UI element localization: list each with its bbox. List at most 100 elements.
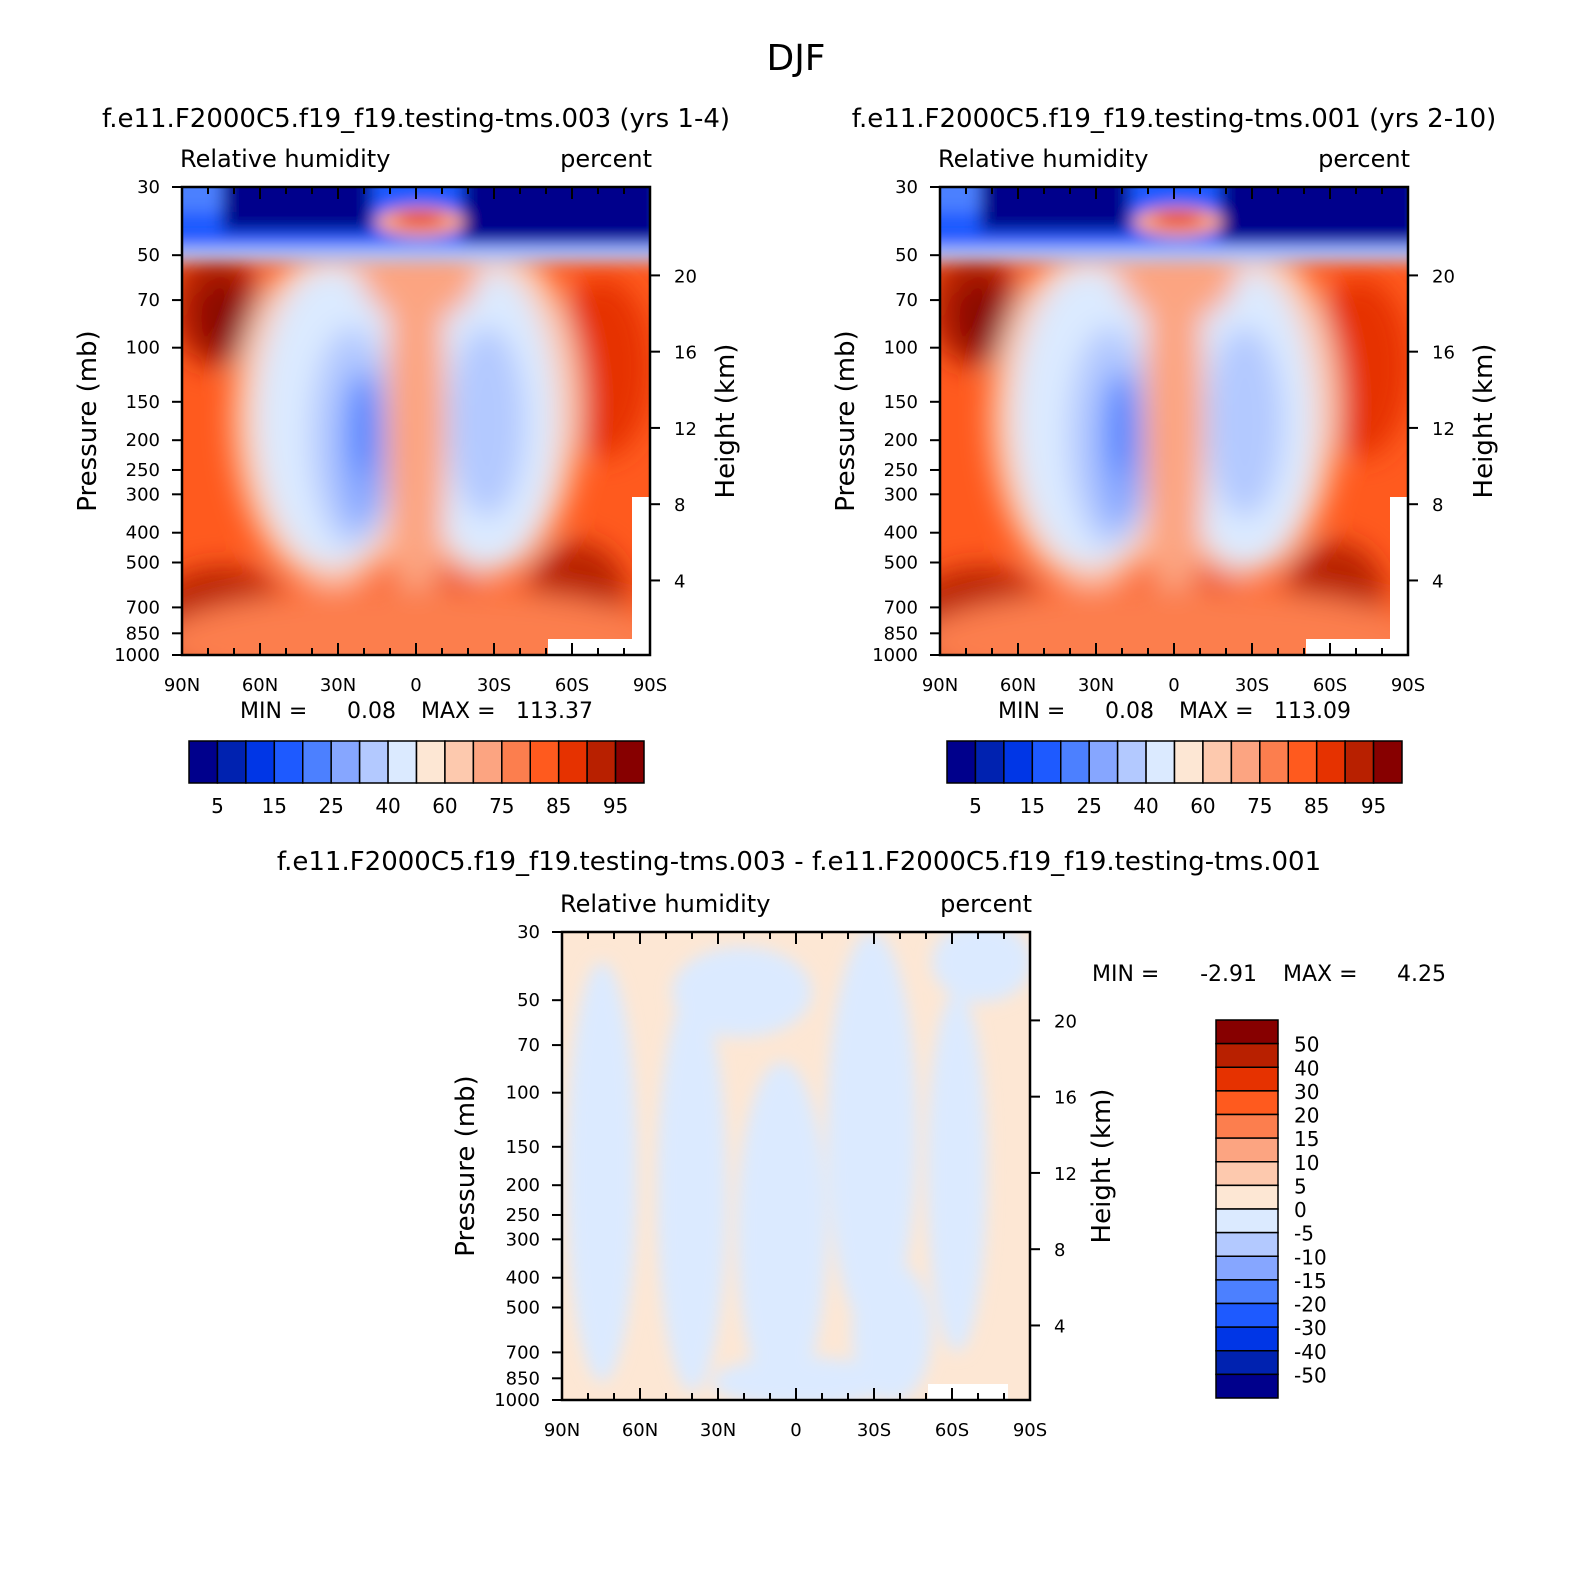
colorbar-box: [1315, 740, 1346, 784]
x-tick-label: 60S: [555, 675, 589, 696]
panel1-min-label: MIN =: [240, 699, 307, 724]
y-tick-right-label: 16: [1054, 1088, 1077, 1109]
colorbar-label: 30: [1294, 1080, 1319, 1104]
x-tick-label: 0: [790, 1420, 801, 1441]
colorbar-box: [1215, 1113, 1279, 1139]
colorbar-label: 40: [375, 794, 400, 818]
diff-region: [927, 992, 987, 1352]
x-tick-label: 90S: [633, 675, 667, 696]
colorbar-label: -10: [1294, 1245, 1327, 1269]
panel2-max-value: 113.09: [1274, 699, 1351, 724]
y-tick-label: 500: [126, 552, 160, 573]
colorbar-box: [415, 740, 446, 784]
colorbar-box: [1287, 740, 1318, 784]
y-tick-right-label: 12: [1432, 419, 1455, 440]
panel2-min-value: 0.08: [1105, 699, 1154, 724]
y-tick-label: 70: [137, 290, 160, 311]
colorbar-box: [1215, 1184, 1279, 1210]
diff-region: [852, 1262, 932, 1400]
y-tick-right-label: 12: [1054, 1164, 1077, 1185]
x-tick-label: 60N: [1000, 675, 1036, 696]
y-tick-label: 850: [884, 623, 918, 644]
y-tick-label: 300: [884, 484, 918, 505]
x-tick-label: 90N: [922, 675, 958, 696]
y-tick-label: 850: [126, 623, 160, 644]
colorbar-label: 40: [1294, 1056, 1319, 1080]
diff-region: [827, 932, 917, 1332]
colorbar-box: [1031, 740, 1062, 784]
diff-region: [932, 932, 1030, 1002]
y-tick-right-label: 16: [674, 343, 697, 364]
y-tick-right-label: 4: [674, 571, 685, 592]
panel2-contours: [940, 187, 1408, 655]
panel3-right-label: percent: [940, 890, 1032, 918]
colorbar-box: [1215, 1090, 1279, 1116]
y-tick-right-label: 4: [1054, 1316, 1065, 1337]
y-tick-right-label: 8: [674, 495, 685, 516]
colorbar-label: 0: [1294, 1198, 1307, 1222]
y-tick-right-label: 4: [1432, 571, 1443, 592]
panel1-min-value: 0.08: [347, 699, 396, 724]
panel2-field: [940, 187, 1408, 655]
panel2-max-label: MAX =: [1179, 699, 1254, 724]
x-tick-label: 60N: [622, 1420, 658, 1441]
diff-blobs: [567, 932, 1030, 1400]
panel2-ylabel: Pressure (mb): [831, 330, 861, 511]
colorbar-box: [1215, 1042, 1279, 1068]
colorbar-label: -40: [1294, 1340, 1327, 1364]
y-tick-label: 200: [506, 1175, 540, 1196]
colorbar-box: [1215, 1019, 1279, 1045]
colorbar-box: [472, 740, 503, 784]
y-tick-label: 1000: [114, 645, 160, 666]
rh-stratosphere: [182, 187, 650, 262]
rh-tropopause-core: [395, 212, 445, 226]
panel-rh-case-001: f.e11.F2000C5.f19_f19.testing-tms.001 (y…: [831, 104, 1499, 818]
diff-region: [672, 947, 812, 1037]
colorbar-label: 20: [1294, 1104, 1319, 1128]
y-tick-label: 50: [137, 245, 160, 266]
rh-region: [182, 587, 650, 655]
rh-tropopause-core: [1153, 212, 1203, 226]
panel2-colorbar: 5 15 25 40 60 75 85 95: [946, 740, 1403, 818]
colorbar-box: [614, 740, 645, 784]
y-tick-label: 200: [126, 430, 160, 451]
colorbar-label: 50: [1294, 1033, 1319, 1057]
y-tick-label: 50: [895, 245, 918, 266]
y-tick-label: 700: [126, 597, 160, 618]
rh-region: [1207, 327, 1283, 517]
y-tick-label: 150: [884, 392, 918, 413]
colorbar-box: [358, 740, 389, 784]
panel1-max-value: 113.37: [516, 699, 593, 724]
panel3-ylabel-right: Height (km): [1087, 1089, 1117, 1244]
colorbar-box: [946, 740, 977, 784]
y-tick-label: 250: [506, 1205, 540, 1226]
panel2-min-label: MIN =: [998, 699, 1065, 724]
panel1-right-label: percent: [560, 145, 652, 173]
y-tick-right-label: 20: [1432, 266, 1455, 287]
x-tick-label: 30S: [857, 1420, 891, 1441]
colorbar-label: 5: [211, 794, 224, 818]
colorbar-label: 85: [546, 794, 571, 818]
rh-region: [940, 587, 1408, 655]
rh-region: [449, 327, 525, 517]
y-tick-label: 700: [884, 597, 918, 618]
panel-rh-case-003: f.e11.F2000C5.f19_f19.testing-tms.003 (y…: [73, 104, 741, 818]
diff-missing-surface: [928, 1384, 1008, 1400]
colorbar-label: 60: [432, 794, 457, 818]
y-tick-label: 700: [506, 1342, 540, 1363]
colorbar-box: [1215, 1279, 1279, 1305]
colorbar-label: 15: [1294, 1127, 1319, 1151]
panel1-ylabel: Pressure (mb): [73, 330, 103, 511]
colorbar-box: [1215, 1326, 1279, 1352]
colorbar-box: [1003, 740, 1034, 784]
colorbar-box: [1173, 740, 1204, 784]
panel1-left-label: Relative humidity: [180, 145, 390, 173]
colorbar-box: [1215, 1373, 1279, 1399]
panel3-min-label: MIN =: [1092, 962, 1159, 987]
panel3-left-label: Relative humidity: [560, 890, 770, 918]
x-tick-label: 90S: [1391, 675, 1425, 696]
y-tick-label: 100: [884, 338, 918, 359]
diff-region: [567, 962, 637, 1382]
colorbar-box: [444, 740, 475, 784]
